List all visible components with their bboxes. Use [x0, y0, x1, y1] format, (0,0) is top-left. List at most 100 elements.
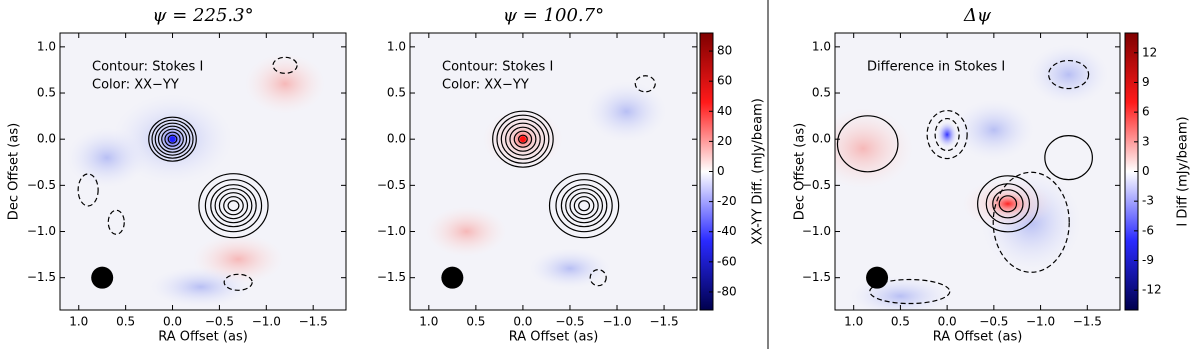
- y-tick-label: 1.0: [812, 39, 831, 53]
- x-tick-label: 0.5: [116, 315, 135, 329]
- annotation: Color: XX−YY: [442, 78, 529, 93]
- contour: [167, 134, 178, 144]
- x-tick-label: −1.5: [299, 315, 328, 329]
- y-tick-label: −1.5: [377, 270, 406, 284]
- annotation: Difference in Stokes I: [867, 60, 1005, 75]
- colorbar-tick-label: -9: [1142, 253, 1154, 267]
- beam: [866, 266, 889, 289]
- contour: [492, 110, 554, 168]
- chart-title: Δψ: [963, 5, 992, 26]
- colorbar-tick-label: 3: [1142, 134, 1150, 148]
- colorbar-tick-label: 40: [717, 104, 732, 118]
- y-tick-label: −1.5: [802, 270, 831, 284]
- y-tick-label: −0.5: [377, 178, 406, 192]
- axes-frame: [59, 32, 347, 311]
- image-blob: [66, 127, 147, 188]
- contour-negative: [1048, 59, 1090, 90]
- colorbar-tick-label: 0: [717, 164, 725, 178]
- annotation: Color: XX−YY: [92, 78, 179, 93]
- x-tick-label: −0.5: [979, 315, 1008, 329]
- contour: [977, 175, 1039, 233]
- image-blob: [426, 206, 507, 257]
- contour: [157, 125, 188, 153]
- contour: [161, 128, 184, 150]
- contour: [223, 196, 244, 216]
- x-tick-label: −1.5: [1073, 315, 1102, 329]
- y-tick-label: −0.5: [802, 178, 831, 192]
- x-tick-label: 0.0: [513, 315, 532, 329]
- annotation: Contour: Stokes I: [442, 60, 553, 75]
- contour: [569, 192, 599, 220]
- colorbar-label: I Diff (mJy/beam): [1176, 116, 1191, 226]
- contour: [985, 183, 1031, 225]
- x-tick-label: 0.5: [466, 315, 485, 329]
- axes-frame: [834, 32, 1121, 311]
- y-tick-label: 0.0: [37, 132, 56, 146]
- x-tick-label: 0.5: [891, 315, 910, 329]
- chart-title: ψ = 225.3°: [152, 5, 253, 26]
- x-tick-label: −1.5: [649, 315, 678, 329]
- contour-negative: [223, 273, 253, 291]
- contour: [1044, 135, 1093, 181]
- x-tick-label: 0.0: [938, 315, 957, 329]
- contour: [214, 188, 253, 224]
- contour: [565, 188, 604, 224]
- contour-negative: [589, 269, 607, 287]
- contour: [198, 173, 269, 239]
- contour: [509, 126, 537, 152]
- contour: [555, 179, 613, 233]
- image-blob: [953, 99, 1034, 160]
- x-tick-label: −0.5: [555, 315, 584, 329]
- y-tick-label: −1.0: [377, 224, 406, 238]
- x-tick-label: 0.0: [163, 315, 182, 329]
- y-tick-label: 0.5: [37, 86, 56, 100]
- image: [410, 33, 697, 310]
- contour-negative: [926, 109, 968, 160]
- colorbar-tick-label: 9: [1142, 75, 1150, 89]
- y-tick-label: 0.0: [812, 132, 831, 146]
- contour: [548, 173, 620, 239]
- x-axis-label: RA Offset (as): [933, 330, 1023, 345]
- contour: [210, 184, 257, 228]
- colorbar-tick-label: 12: [1142, 45, 1157, 59]
- colorbar-tick-label: -6: [1142, 223, 1154, 237]
- y-tick-label: −1.5: [27, 270, 56, 284]
- y-tick-label: −1.0: [802, 224, 831, 238]
- contour: [517, 134, 528, 144]
- contour: [560, 184, 608, 228]
- contour: [513, 130, 533, 148]
- y-axis-label: Dec Offset (as): [7, 123, 22, 220]
- y-tick-label: 0.5: [812, 86, 831, 100]
- x-tick-label: −1.0: [602, 315, 631, 329]
- contour: [836, 115, 899, 173]
- x-tick-label: −1.0: [252, 315, 281, 329]
- contour-negative: [107, 209, 125, 235]
- chart-title: ψ = 100.7°: [503, 5, 604, 26]
- contour: [998, 195, 1018, 213]
- contour-negative: [869, 278, 951, 305]
- beam: [91, 266, 114, 289]
- annotation: Contour: Stokes I: [92, 60, 203, 75]
- y-tick-label: −1.0: [27, 224, 56, 238]
- image-blob: [985, 191, 1030, 216]
- colorbar-tick-label: -40: [717, 224, 737, 238]
- colorbar-tick-label: -60: [717, 254, 737, 268]
- axes-frame: [409, 32, 698, 311]
- contour-negative: [992, 171, 1070, 273]
- y-tick-label: −0.5: [27, 178, 56, 192]
- x-axis-label: RA Offset (as): [158, 330, 248, 345]
- x-tick-label: 1.0: [419, 315, 438, 329]
- colorbar-tick-label: 60: [717, 74, 732, 88]
- contour: [500, 118, 546, 160]
- image-blob: [937, 121, 958, 148]
- x-tick-label: −1.0: [1026, 315, 1055, 329]
- contour: [992, 189, 1024, 219]
- y-axis-label: Dec Offset (as): [793, 123, 808, 220]
- x-tick-label: 1.0: [69, 315, 88, 329]
- contour-negative: [634, 75, 656, 93]
- contour: [151, 119, 194, 159]
- contour: [218, 192, 249, 220]
- beam: [441, 266, 464, 289]
- x-axis-label: RA Offset (as): [509, 330, 599, 345]
